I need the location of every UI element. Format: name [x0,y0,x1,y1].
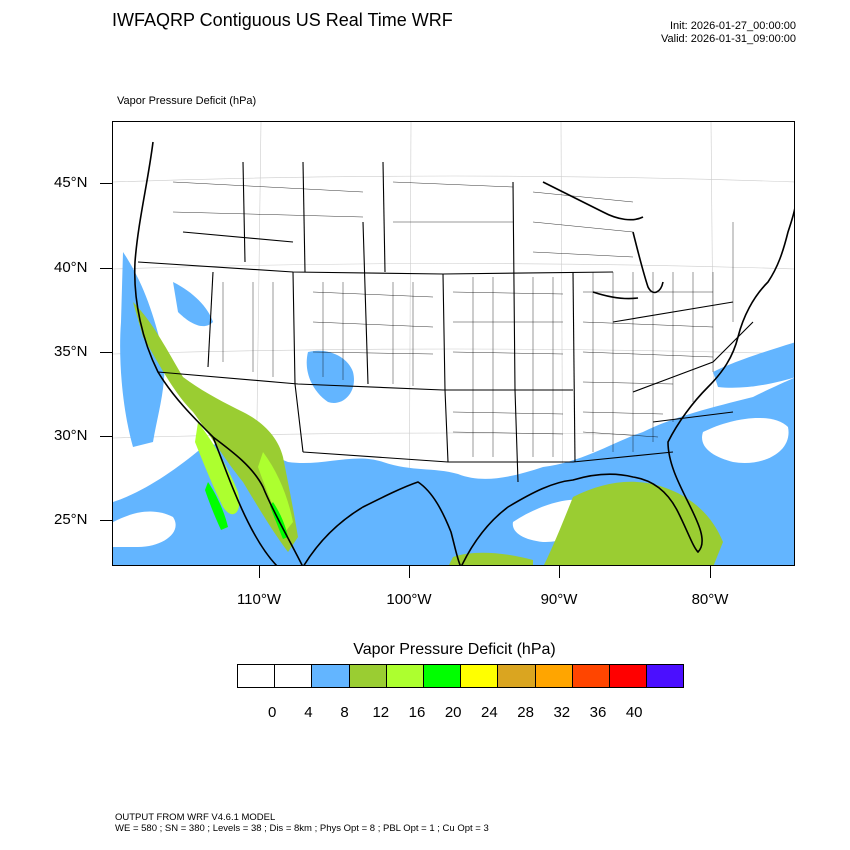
lat-tick [100,183,112,184]
colorbar-label: 24 [481,704,498,721]
run-times: Init: 2026-01-27_00:00:00 Valid: 2026-01… [661,20,796,46]
lon-tick [409,566,410,578]
plot-title: IWFAQRP Contiguous US Real Time WRF [112,10,453,30]
colorbar-box [460,664,499,688]
colorbar [237,664,685,688]
lat-label-25: 25°N [54,511,88,528]
colorbar-label: 36 [589,704,607,721]
model-config: WE = 580 ; SN = 380 ; Levels = 38 ; Dis … [115,823,489,834]
lon-label-80: 80°W [691,591,729,608]
colorbar-box [348,664,387,688]
field-subtitle: Vapor Pressure Deficit (hPa) [117,95,257,107]
colorbar-box [646,664,685,688]
lon-tick [710,566,711,578]
model-info: OUTPUT FROM WRF V4.6.1 MODEL WE = 580 ; … [115,812,489,834]
colorbar-label: 20 [444,704,462,721]
valid-time: Valid: 2026-01-31_09:00:00 [661,33,796,45]
colorbar-label: 8 [340,704,349,721]
colorbar-title: Vapor Pressure Deficit (hPa) [353,641,556,658]
init-time: Init: 2026-01-27_00:00:00 [670,20,796,32]
colorbar-label: 12 [372,704,390,721]
lat-label-35: 35°N [54,343,88,360]
lat-tick [100,520,112,521]
lon-label-100: 100°W [386,591,432,608]
colorbar-label: 32 [553,704,571,721]
county-boundaries [172,181,734,457]
lat-tick [100,436,112,437]
map-panel [112,121,795,566]
lat-tick [100,268,112,269]
colorbar-box [385,664,424,688]
colorbar-box [497,664,536,688]
colorbar-box [608,664,648,688]
colorbar-label: 0 [268,704,277,721]
colorbar-box [311,664,350,688]
colorbar-box [237,664,276,688]
vpd-shading-olive [133,302,723,565]
lon-tick [259,566,260,578]
coastline [133,141,794,565]
map-svg [113,122,794,565]
colorbar-label: 4 [304,704,313,721]
lat-label-40: 40°N [54,259,88,276]
colorbar-box [274,664,313,688]
lat-label-45: 45°N [54,174,88,191]
colorbar-box [534,664,573,688]
colorbar-box [422,664,462,688]
colorbar-label: 28 [517,704,534,721]
colorbar-label: 40 [625,704,643,721]
lat-tick [100,352,112,353]
lon-label-90: 90°W [540,591,578,608]
colorbar-label: 16 [408,704,426,721]
model-version: OUTPUT FROM WRF V4.6.1 MODEL [115,812,276,823]
lon-label-110: 110°W [236,591,282,608]
lat-label-30: 30°N [54,427,88,444]
lon-tick [559,566,560,578]
colorbar-box [571,664,610,688]
vpd-shading-lime [195,422,293,532]
